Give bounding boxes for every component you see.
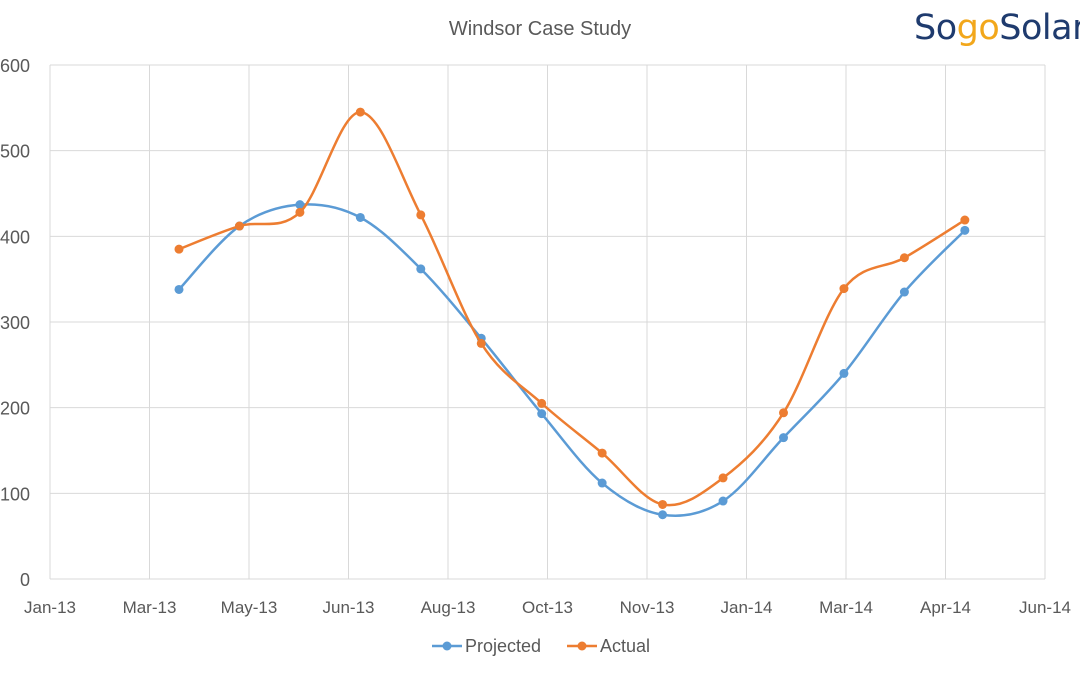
x-axis-ticks: Jan-13 Mar-13 May-13 Jun-13 Aug-13 Oct-13 Nov-… (24, 598, 1071, 617)
data-point (960, 225, 970, 235)
x-tick-label: May-13 (221, 598, 278, 617)
data-point (537, 398, 547, 408)
data-point (597, 448, 607, 458)
series-projected (174, 200, 970, 520)
data-point (476, 338, 486, 348)
x-tick-label: Apr-14 (920, 598, 971, 617)
x-tick-label: Jun-13 (323, 598, 375, 617)
series-line (178, 110, 966, 507)
x-tick-label: Jun-14 (1019, 598, 1071, 617)
data-point (597, 478, 607, 488)
y-tick-label: 400 (0, 227, 30, 247)
data-point (174, 244, 184, 254)
legend-marker (442, 641, 452, 651)
data-point (355, 212, 365, 222)
y-axis-ticks: 0 100 200 300 400 500 600 (0, 56, 30, 590)
x-tick-label: Mar-13 (123, 598, 177, 617)
data-point (718, 496, 728, 506)
series-line (178, 203, 966, 517)
y-tick-label: 100 (0, 484, 30, 504)
x-tick-label: Jan-13 (24, 598, 76, 617)
data-point (839, 368, 849, 378)
data-point (295, 207, 305, 217)
y-tick-label: 600 (0, 56, 30, 76)
data-point (658, 510, 668, 520)
x-tick-label: Jan-14 (721, 598, 773, 617)
data-point (779, 433, 788, 443)
legend-item-actual: Actual (567, 636, 650, 656)
y-tick-label: 500 (0, 142, 30, 162)
data-point (537, 409, 547, 419)
data-point (899, 253, 909, 263)
data-point (234, 221, 244, 231)
data-point (355, 107, 365, 117)
x-tick-label: Oct-13 (522, 598, 573, 617)
data-point (174, 284, 184, 294)
data-point (295, 200, 305, 210)
legend-item-projected: Projected (432, 636, 541, 656)
y-tick-label: 0 (20, 570, 30, 590)
grid (49, 64, 1046, 580)
series-actual (174, 107, 970, 509)
series (174, 107, 970, 520)
data-point (416, 264, 426, 274)
data-point (899, 287, 909, 297)
legend: Projected Actual (432, 636, 650, 656)
data-point (658, 499, 668, 509)
data-point (839, 284, 849, 294)
legend-marker (577, 641, 587, 651)
data-point (718, 473, 728, 483)
legend-label: Projected (465, 636, 541, 656)
chart-title: Windsor Case Study (449, 18, 631, 40)
y-tick-label: 200 (0, 399, 30, 419)
x-tick-label: Nov-13 (620, 598, 675, 617)
data-point (960, 215, 970, 225)
x-tick-label: Mar-14 (819, 598, 873, 617)
x-tick-label: Aug-13 (421, 598, 476, 617)
data-point (416, 210, 426, 220)
sogosolar-logo: SogoSolar (914, 8, 1080, 48)
legend-label: Actual (600, 636, 650, 656)
y-tick-label: 300 (0, 313, 30, 333)
data-point (779, 408, 788, 418)
